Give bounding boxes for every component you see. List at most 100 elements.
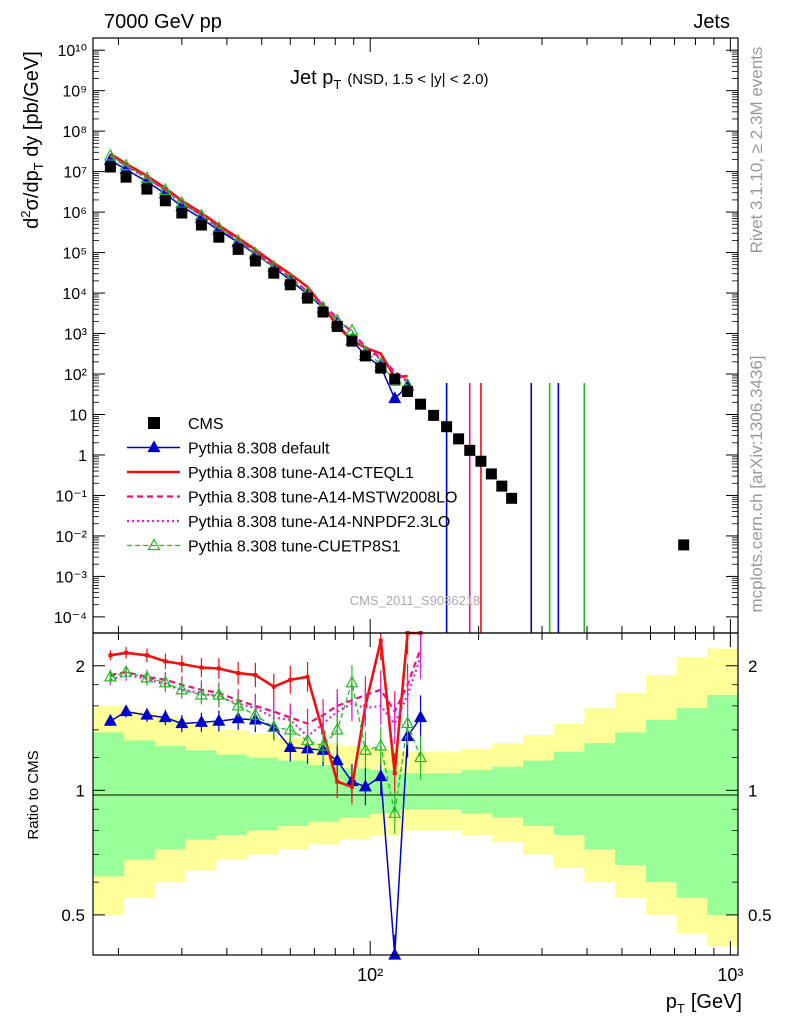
y-tick-label: 10⁴	[62, 286, 87, 303]
cms-point	[375, 362, 387, 374]
band-inner-bin	[461, 769, 493, 814]
y-tick-label: 10⁻³	[55, 569, 87, 586]
cms-point	[284, 279, 296, 291]
series-line-nnpdf	[109, 155, 409, 384]
series-marker-default	[388, 391, 402, 404]
band-inner-bin	[615, 732, 647, 866]
ratio-marker-cuetp8s1	[103, 669, 117, 682]
ratio-marker-cuetp8s1	[374, 738, 388, 751]
x-axis-label: pT [GeV]	[666, 991, 742, 1016]
y-tick-label: 10⁶	[63, 205, 87, 222]
legend-label: Pythia 8.308 tune-A14-MSTW2008LO	[188, 490, 457, 507]
band-inner-bin	[523, 760, 555, 826]
band-inner-bin	[584, 743, 616, 850]
ratio-marker-default	[358, 779, 372, 792]
ratio-panel: 0.5 0.5 1 1 2 2 10² 10³	[61, 631, 772, 985]
ratio-marker-cuetp8s1	[194, 687, 208, 700]
cms-point	[268, 267, 280, 279]
ratio-marker-cteql1	[199, 665, 204, 670]
ratio-marker-default	[283, 740, 297, 752]
cms-point	[232, 243, 244, 255]
legend-label: Pythia 8.308 default	[188, 441, 330, 458]
ratio-marker-cteql1	[288, 677, 293, 682]
y-tick-label: 10⁵	[63, 246, 87, 263]
ratio-y-axis: 0.5 0.5 1 1 2 2	[61, 657, 771, 925]
series-line-default	[110, 159, 409, 400]
y-tick-label: 10⁸	[62, 124, 87, 141]
main-panel: 10⁻⁴ 10⁻³ 10⁻² 10⁻¹ 1 10 10² 10³ 10⁴ 10⁵ 10⁶ 10⁷ 10⁸…	[54, 37, 739, 634]
series-marker-cuetp8s1	[103, 148, 117, 161]
ratio-marker-cuetp8s1	[231, 698, 245, 711]
ratio-marker-default	[119, 704, 133, 717]
cms-point	[331, 320, 343, 332]
band-inner-bin	[707, 694, 739, 915]
cms-point	[506, 492, 518, 504]
ratio-marker-cuetp8s1	[140, 670, 154, 683]
ratio-marker-cuetp8s1	[283, 722, 297, 735]
ratio-marker-default	[103, 713, 117, 726]
cms-point	[428, 409, 440, 421]
cms-point	[359, 350, 371, 362]
series-marker-cuetp8s1	[119, 158, 133, 171]
band-inner-bin	[93, 732, 125, 877]
ratio-marker-default	[374, 769, 388, 782]
y-tick-label: 1	[78, 448, 87, 465]
ratio-tick-label: 0.5	[748, 906, 772, 925]
y-axis-label: d2σ/dpT dy [pb/GeV]	[18, 51, 46, 229]
legend-label: CMS	[188, 416, 224, 433]
cms-point	[176, 207, 188, 219]
cms-point	[441, 421, 453, 433]
ratio-marker-cteql1	[236, 671, 241, 676]
band-inner-bin	[277, 760, 309, 826]
y-tick-label: 10¹⁰	[57, 43, 87, 60]
ratio-marker-cuetp8s1	[248, 707, 262, 720]
ratio-marker-cuetp8s1	[316, 738, 330, 751]
ratio-lines	[103, 631, 428, 960]
ratio-marker-cuetp8s1	[301, 733, 315, 746]
ratio-tick-label: 2	[748, 657, 757, 676]
legend-label: Pythia 8.308 tune-A14-CTEQL1	[188, 465, 414, 482]
cms-point	[389, 373, 401, 385]
ratio-marker-cteql1	[108, 653, 113, 658]
ratio-marker-cuetp8s1	[414, 750, 428, 763]
cms-point	[415, 398, 427, 410]
series-marker-cuetp8s1	[158, 183, 172, 195]
chart-title: Jet pT (NSD, 1.5 < |y| < 2.0)	[290, 67, 489, 92]
cms-point	[159, 195, 171, 207]
x-tick-label: 10³	[717, 965, 743, 985]
ratio-marker-cteql1	[253, 672, 258, 677]
cms-point	[402, 385, 414, 397]
cms-point	[213, 231, 225, 243]
ratio-line-mstw	[110, 648, 422, 725]
header-right: Jets	[693, 11, 730, 33]
series-marker-cuetp8s1	[140, 170, 154, 183]
ratio-bands	[93, 648, 739, 947]
y-tick-label: 10⁻²	[55, 529, 87, 546]
ratio-marker-cuetp8s1	[358, 742, 372, 755]
ratio-marker-cteql1	[305, 674, 310, 679]
ratio-marker-default	[194, 715, 208, 727]
cms-point	[464, 444, 476, 456]
ratio-marker-cteql1	[124, 650, 129, 655]
ratio-tick-label: 1	[76, 781, 85, 800]
legend: CMS Pythia 8.308 default Pythia 8.308 tune…	[127, 416, 457, 556]
ratio-marker-default	[231, 711, 245, 724]
cms-point	[678, 539, 690, 551]
legend-label: Pythia 8.308 tune-CUETP8S1	[188, 539, 401, 556]
series-marker-cuetp8s1	[175, 195, 189, 208]
ratio-marker-cteql1	[349, 784, 354, 789]
ratio-marker-cteql1	[163, 659, 168, 664]
ratio-tick-label: 1	[748, 781, 757, 800]
ratio-marker-default	[330, 753, 344, 766]
ratio-marker-cuetp8s1	[401, 716, 415, 729]
cms-point	[346, 335, 358, 347]
band-inner-bin	[553, 751, 585, 835]
y-tick-label: 10	[69, 407, 87, 424]
ratio-marker-cuetp8s1	[330, 722, 344, 735]
cms-point	[475, 455, 487, 467]
ratio-marker-cuetp8s1	[345, 675, 359, 688]
main-y-axis: 10⁻⁴ 10⁻³ 10⁻² 10⁻¹ 1 10 10² 10³ 10⁴ 10⁵ 10⁶ 10⁷ 10⁸…	[54, 43, 738, 627]
legend-swatch	[148, 417, 160, 429]
ratio-x-axis: 10² 10³	[117, 633, 743, 985]
